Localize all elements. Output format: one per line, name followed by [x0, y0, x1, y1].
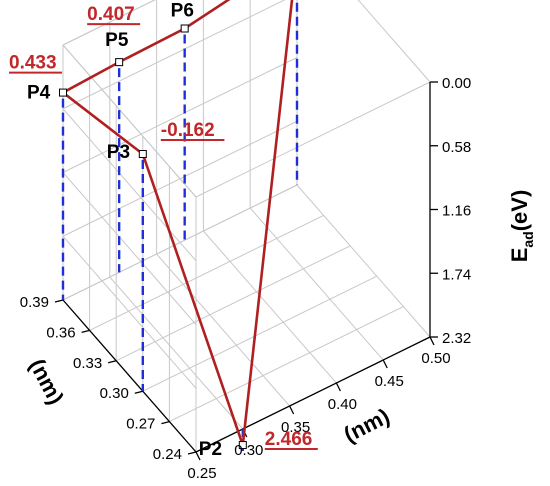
x-tick-label: 0.40	[328, 396, 357, 413]
floor-grid-line	[203, 230, 337, 384]
x-tick-label: 0.25	[187, 465, 216, 482]
y-tick-mark	[187, 451, 197, 455]
energy-path	[60, 0, 294, 446]
box-edge	[357, 0, 431, 83]
point-name-p2: P2	[199, 439, 222, 460]
point-name-p6: P6	[171, 1, 194, 22]
floor-grid-line	[169, 306, 404, 423]
box-edge	[62, 0, 156, 46]
y-tick-mark	[108, 360, 117, 364]
y-tick-mark	[81, 329, 90, 334]
point-value-p4: 0.433	[9, 53, 57, 74]
point-markers	[59, 24, 247, 450]
marker-p5	[115, 58, 124, 67]
x-tick-label: 0.45	[375, 373, 404, 390]
left-wall-grid-line	[62, 108, 197, 262]
floor-grid-line	[249, 207, 384, 361]
floor-grid-line	[296, 184, 431, 338]
y-tick-label: 0.39	[20, 294, 49, 311]
y-tick-label: 0.27	[126, 416, 155, 433]
left-wall-grid-line	[62, 235, 197, 389]
y-tick-label: 0.30	[100, 385, 129, 402]
z-axis-title-unit: (eV)	[507, 190, 532, 232]
floor-grid-line	[156, 253, 290, 407]
tick-labels: 0.25 0.30 0.35 0.40 0.45 0.50 0.24 0.27 0.30 0.33…	[20, 75, 471, 482]
point-name-p5: P5	[105, 30, 129, 51]
point-name-p4: P4	[27, 83, 51, 104]
z-tick-label: 0.00	[442, 75, 471, 92]
x-tick-label: 0.50	[421, 350, 450, 367]
x-tick-mark	[335, 382, 341, 392]
grid-lines	[62, 0, 431, 453]
left-wall-grid-line	[62, 172, 197, 325]
marker-p4	[59, 88, 67, 97]
floor-grid-line	[115, 245, 351, 362]
marker-p6	[180, 24, 189, 33]
z-axis-title-main: E	[507, 248, 532, 263]
x-tick-mark	[429, 336, 435, 346]
point-value-p3: -0.162	[161, 120, 215, 141]
energy-path-line	[60, 0, 294, 446]
marker-p3	[138, 150, 147, 159]
z-tick-label: 2.32	[442, 330, 471, 347]
drop-lines	[61, 0, 299, 452]
y-tick-mark	[54, 299, 64, 303]
box-edge	[62, 44, 197, 198]
y-tick-mark	[134, 390, 143, 394]
x-tick-label: 0.35	[281, 419, 310, 436]
z-axis-title-sub: ad	[520, 231, 536, 247]
x-tick-mark	[289, 405, 295, 415]
floor-grid-line	[109, 276, 244, 430]
z-tick-label: 1.74	[442, 266, 471, 283]
z-tick-label: 0.58	[442, 139, 471, 156]
y-tick-label: 0.33	[73, 355, 102, 372]
box-edge	[195, 81, 431, 198]
floor-grid-line	[89, 214, 324, 331]
x-tick-mark	[195, 451, 201, 461]
x-tick-mark	[382, 359, 388, 369]
x-axis-line	[195, 336, 431, 453]
point-value-p2: 2.466	[265, 429, 313, 450]
x-tick-label: 0.30	[234, 442, 263, 459]
point-value-p5: 0.407	[87, 4, 135, 25]
y-axis-title: (nm)	[24, 355, 68, 409]
marker-p2	[238, 441, 247, 450]
point-name-p3: P3	[107, 142, 130, 163]
axes-box	[54, 81, 438, 461]
z-axis-title: Ead(eV)	[507, 190, 536, 263]
y-tick-label: 0.24	[153, 446, 182, 463]
y-tick-mark	[161, 420, 170, 425]
z-tick-label: 1.16	[442, 203, 471, 220]
point-labels: P1-0.225P22.466P3-0.162P40.433P50.407P60…	[9, 1, 318, 460]
y-axis-line	[62, 299, 197, 453]
y-tick-label: 0.36	[46, 324, 75, 341]
